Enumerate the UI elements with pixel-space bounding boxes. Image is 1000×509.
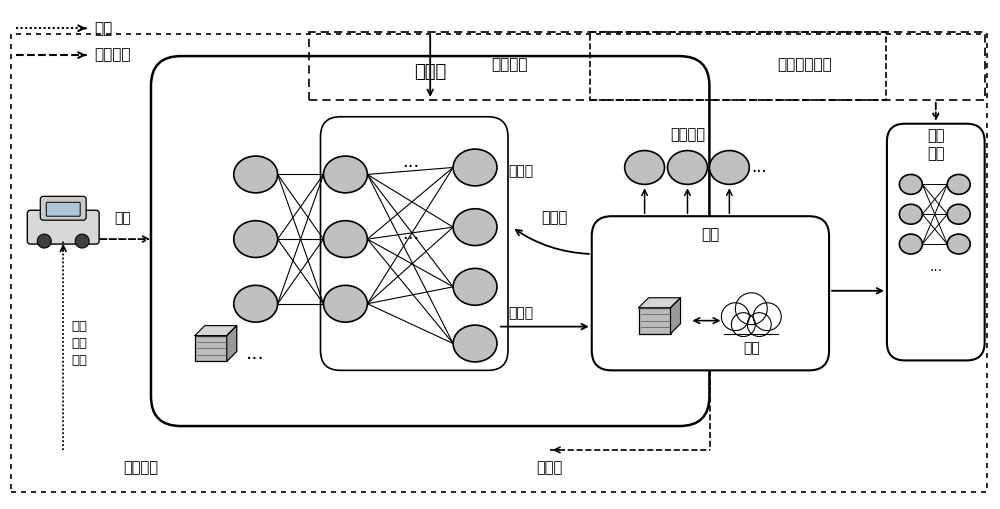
Ellipse shape bbox=[625, 151, 665, 184]
Text: 边缘
计算
设备: 边缘 计算 设备 bbox=[71, 320, 87, 367]
Text: 云端: 云端 bbox=[743, 342, 760, 355]
Ellipse shape bbox=[947, 234, 970, 254]
Ellipse shape bbox=[323, 221, 367, 258]
Ellipse shape bbox=[453, 325, 497, 362]
Circle shape bbox=[747, 313, 771, 336]
Ellipse shape bbox=[668, 151, 707, 184]
Text: ...: ... bbox=[751, 158, 767, 177]
Ellipse shape bbox=[453, 149, 497, 186]
Ellipse shape bbox=[234, 156, 278, 193]
Text: ...: ... bbox=[246, 344, 265, 363]
Text: 梯度下降更新: 梯度下降更新 bbox=[777, 58, 832, 73]
Bar bbox=[639, 308, 671, 333]
Circle shape bbox=[731, 313, 755, 336]
FancyBboxPatch shape bbox=[151, 56, 709, 426]
Text: 多步奖励: 多步奖励 bbox=[670, 127, 705, 142]
Text: 数据上传: 数据上传 bbox=[94, 48, 131, 63]
Ellipse shape bbox=[323, 156, 367, 193]
Polygon shape bbox=[195, 326, 237, 335]
Ellipse shape bbox=[234, 221, 278, 258]
FancyBboxPatch shape bbox=[592, 216, 829, 371]
Text: 源数据: 源数据 bbox=[537, 460, 563, 475]
Ellipse shape bbox=[947, 204, 970, 224]
Circle shape bbox=[753, 303, 781, 330]
Text: ···: ··· bbox=[929, 264, 942, 278]
Bar bbox=[724, 322, 778, 333]
Polygon shape bbox=[671, 298, 680, 333]
Ellipse shape bbox=[899, 175, 922, 194]
FancyBboxPatch shape bbox=[46, 202, 80, 216]
Circle shape bbox=[75, 234, 89, 248]
Polygon shape bbox=[227, 326, 237, 361]
Ellipse shape bbox=[899, 234, 922, 254]
Circle shape bbox=[735, 293, 767, 325]
Text: 智能体: 智能体 bbox=[414, 63, 446, 81]
Polygon shape bbox=[639, 298, 680, 308]
FancyBboxPatch shape bbox=[887, 124, 985, 360]
Text: 反馈: 反馈 bbox=[94, 21, 112, 36]
Circle shape bbox=[721, 303, 749, 330]
Text: 中央
网络: 中央 网络 bbox=[927, 128, 945, 161]
Text: ···: ··· bbox=[402, 230, 419, 248]
Circle shape bbox=[37, 234, 51, 248]
Text: ···: ··· bbox=[402, 158, 419, 177]
Ellipse shape bbox=[234, 286, 278, 322]
Ellipse shape bbox=[453, 209, 497, 245]
FancyBboxPatch shape bbox=[27, 210, 99, 244]
Text: 行动者: 行动者 bbox=[508, 307, 533, 321]
Ellipse shape bbox=[899, 204, 922, 224]
Ellipse shape bbox=[947, 175, 970, 194]
Text: 损失值: 损失值 bbox=[542, 210, 568, 224]
Ellipse shape bbox=[323, 286, 367, 322]
Ellipse shape bbox=[453, 268, 497, 305]
Text: 决策卸载: 决策卸载 bbox=[124, 460, 158, 475]
Text: 请求: 请求 bbox=[115, 211, 131, 225]
Ellipse shape bbox=[709, 151, 749, 184]
FancyBboxPatch shape bbox=[40, 196, 86, 220]
Text: 评论家: 评论家 bbox=[508, 164, 533, 179]
Bar bbox=[195, 335, 227, 361]
Text: 参数拷贝: 参数拷贝 bbox=[492, 58, 528, 73]
Text: 执行: 执行 bbox=[701, 228, 720, 243]
